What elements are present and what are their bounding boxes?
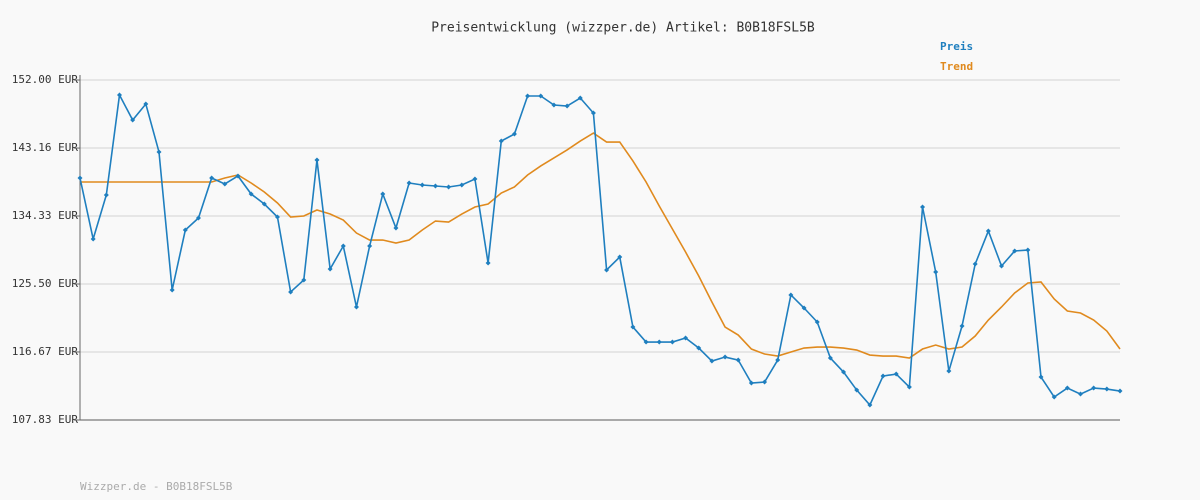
point (709, 358, 715, 364)
point (643, 339, 649, 345)
point (893, 371, 899, 377)
legend-label: Preis (940, 40, 973, 53)
point (432, 183, 438, 189)
point (156, 149, 162, 155)
point (972, 261, 978, 267)
point (985, 228, 991, 234)
point (722, 354, 728, 360)
point (472, 176, 478, 182)
point (182, 227, 188, 233)
legend-label: Trend (940, 60, 973, 73)
point (235, 173, 241, 179)
point (827, 355, 833, 361)
point (748, 380, 754, 386)
y-tick-label: 125.50 EUR (12, 277, 79, 290)
point (274, 214, 280, 220)
point (762, 379, 768, 385)
point (485, 260, 491, 266)
point (617, 254, 623, 260)
y-tick-label: 143.16 EUR (12, 141, 79, 154)
point (590, 110, 596, 116)
point (525, 93, 531, 99)
point (195, 215, 201, 221)
point (775, 357, 781, 363)
point (459, 182, 465, 188)
point (261, 201, 267, 207)
point (393, 225, 399, 231)
point (380, 191, 386, 197)
point (222, 181, 228, 187)
point (946, 368, 952, 374)
point (538, 93, 544, 99)
point (1051, 394, 1057, 400)
point (77, 175, 83, 181)
point (630, 324, 636, 330)
line (79, 92, 1121, 407)
point (367, 243, 373, 249)
point (854, 387, 860, 393)
point (1104, 386, 1110, 392)
point (577, 95, 583, 101)
point (1012, 248, 1018, 254)
point (604, 267, 610, 273)
point (130, 117, 136, 123)
point (288, 289, 294, 295)
point (1078, 391, 1084, 397)
chart-title: Preisentwicklung (wizzper.de) Artikel: B… (431, 21, 815, 36)
point (116, 92, 122, 98)
point (801, 305, 807, 311)
footer: Wizzper.de - B0B18FSL5B (80, 480, 233, 493)
point (90, 236, 96, 242)
point (406, 180, 412, 186)
point (143, 101, 149, 107)
point (959, 323, 965, 329)
point (669, 339, 675, 345)
y-tick-label: 116.67 EUR (12, 345, 79, 358)
point (248, 191, 254, 197)
point (340, 243, 346, 249)
point (551, 102, 557, 108)
y-tick-label: 152.00 EUR (12, 73, 79, 86)
point (788, 292, 794, 298)
point (419, 182, 425, 188)
point (1038, 374, 1044, 380)
point (735, 357, 741, 363)
point (683, 335, 689, 341)
point (511, 131, 517, 137)
point (209, 175, 215, 181)
point (498, 138, 504, 144)
point (1091, 385, 1097, 391)
point (446, 184, 452, 190)
point (327, 266, 333, 272)
point (841, 369, 847, 375)
point (314, 157, 320, 163)
point (301, 277, 307, 283)
point (103, 192, 109, 198)
line (80, 132, 1121, 359)
point (353, 304, 359, 310)
point (867, 402, 873, 408)
point (656, 339, 662, 345)
point (933, 269, 939, 275)
point (814, 319, 820, 325)
point (880, 373, 886, 379)
point (564, 103, 570, 109)
point (999, 263, 1005, 269)
point (1025, 247, 1031, 253)
point (169, 287, 175, 293)
point (920, 204, 926, 210)
point (1064, 385, 1070, 391)
point (906, 384, 912, 390)
y-tick-label: 134.33 EUR (12, 209, 79, 222)
point (696, 345, 702, 351)
y-tick-label: 107.83 EUR (12, 413, 79, 426)
point (1117, 388, 1123, 394)
